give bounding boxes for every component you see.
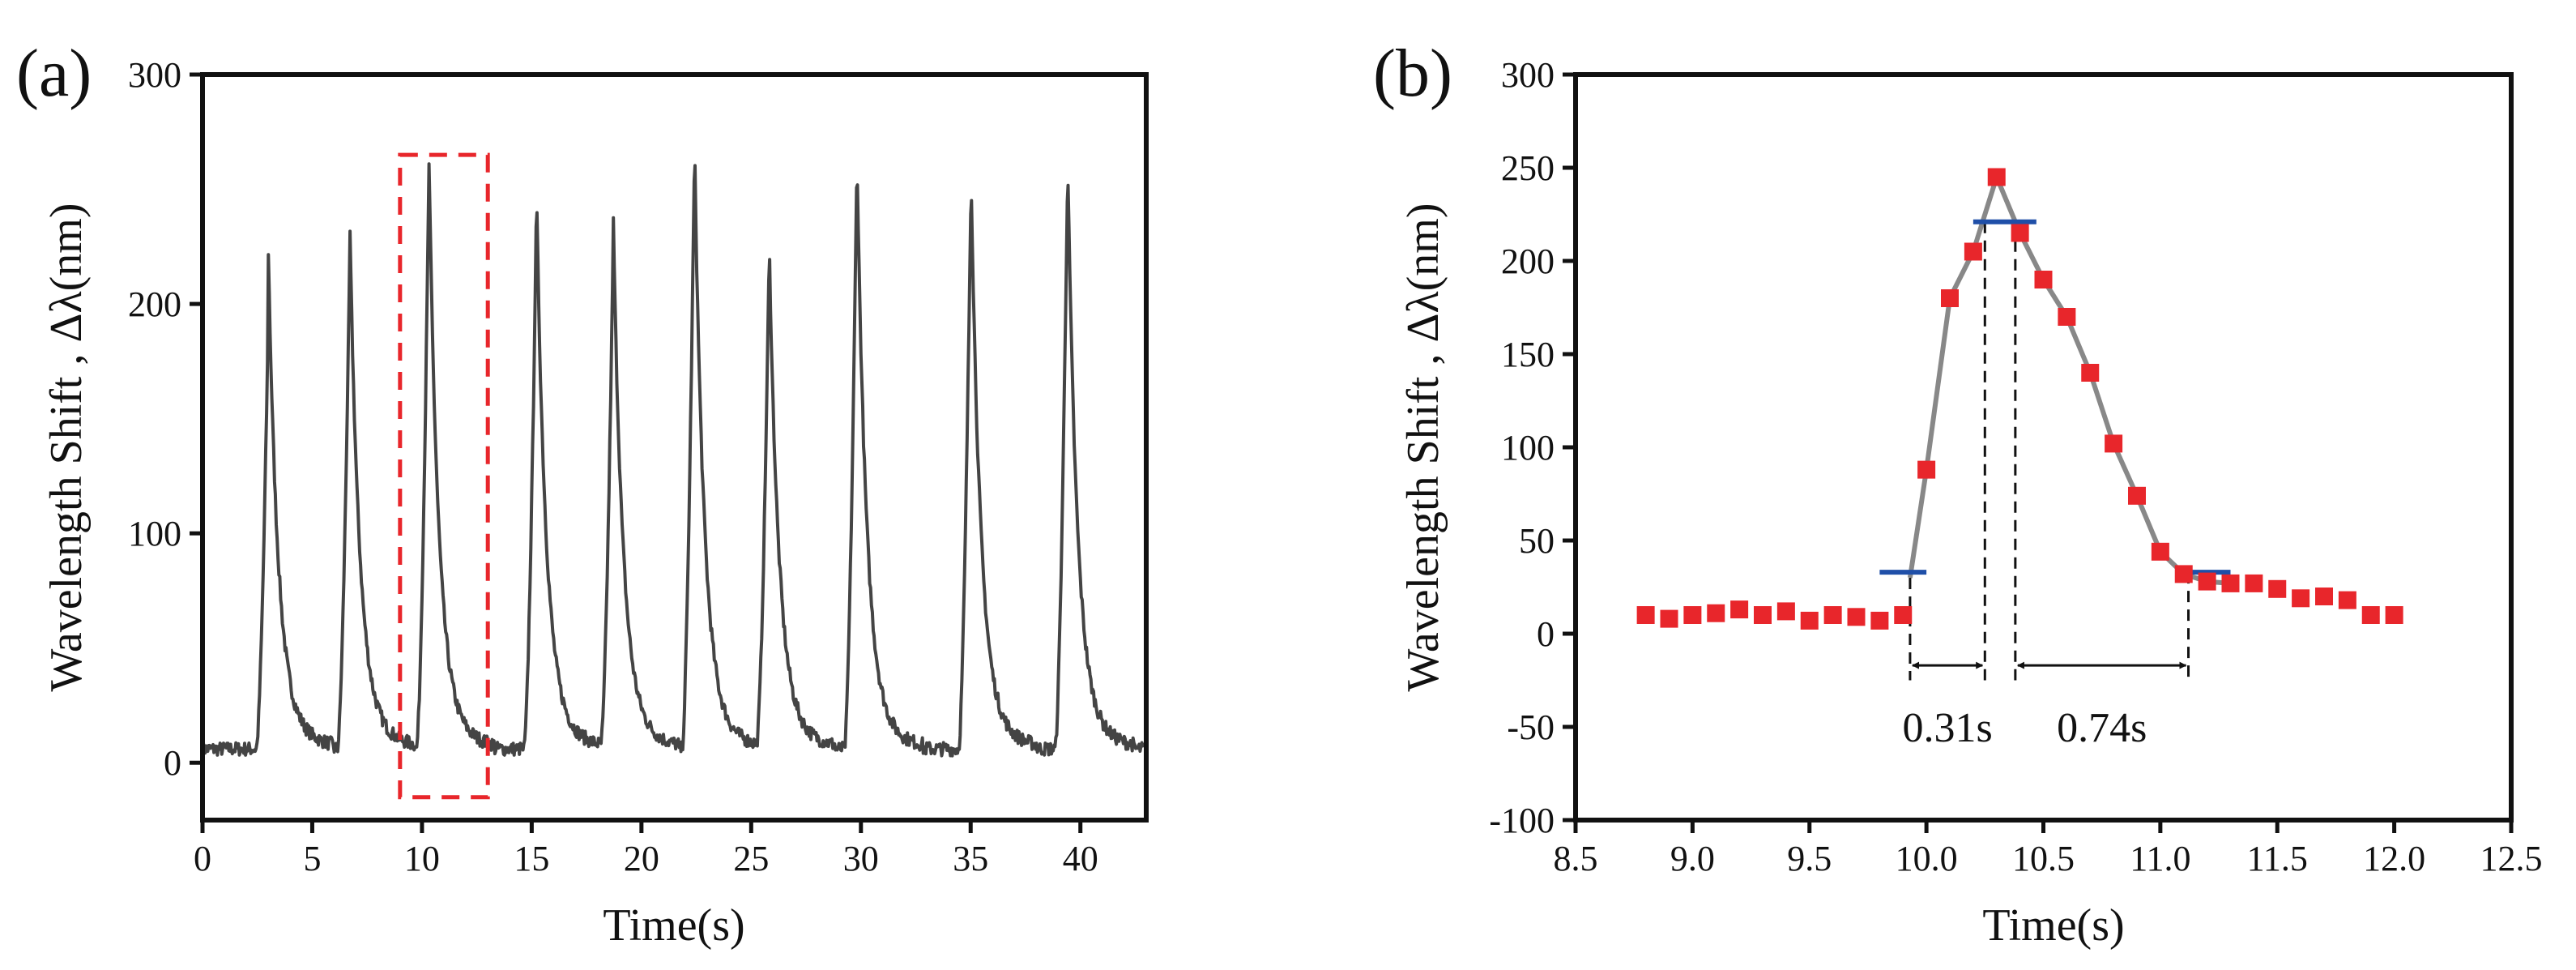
x-tick-label: 35 [953, 839, 988, 878]
panel-b: (b) 8.5 9.0 9.5 10.0 10.5 11.0 11.5 12.0 12.5 -1… [1373, 36, 2543, 951]
x-tick-label: 8.5 [1554, 839, 1598, 878]
x-tick-label: 30 [843, 839, 879, 878]
data-point [2058, 308, 2076, 326]
x-tick-label: 5 [303, 839, 321, 878]
data-point [2034, 271, 2053, 288]
panel-a-x-ticks: 0 5 10 15 20 25 30 35 40 [194, 820, 1098, 878]
data-point [2268, 579, 2287, 598]
data-point [1707, 604, 1725, 622]
data-point [1800, 611, 1819, 630]
data-point [2315, 588, 2333, 605]
y-tick-label: 0 [1537, 614, 1555, 654]
y-tick-label: 200 [1501, 241, 1555, 281]
panel-b-y-ticks: -100 -50 0 50 100 150 200 250 300 [1489, 55, 1576, 840]
data-point [1636, 606, 1655, 624]
panel-b-x-ticks: 8.5 9.0 9.5 10.0 10.5 11.0 11.5 12.0 12.5 [1554, 820, 2543, 878]
x-tick-label: 9.5 [1787, 839, 1832, 878]
data-point [2338, 591, 2356, 609]
data-point [2128, 486, 2146, 505]
data-point [1823, 606, 1842, 624]
panel-a-plot [201, 162, 1148, 758]
x-tick-label: 20 [624, 839, 659, 878]
data-point [2174, 565, 2193, 583]
data-point [2361, 606, 2380, 624]
y-tick-label: 0 [164, 743, 181, 783]
data-point [2221, 574, 2240, 592]
data-point [1683, 606, 1702, 624]
data-point [2245, 574, 2263, 592]
y-tick-label: 100 [1501, 428, 1555, 468]
y-tick-label: 300 [1501, 55, 1555, 95]
panel-a-y-axis-title: Wavelength Shift , Δλ(nm) [41, 203, 92, 692]
panel-b-x-axis-title: Time(s) [1982, 900, 2124, 951]
x-tick-label: 10.0 [1896, 839, 1958, 878]
x-tick-label: 15 [514, 839, 549, 878]
x-tick-label: 9.0 [1670, 839, 1715, 878]
x-tick-label: 0 [194, 839, 211, 878]
y-tick-label: 300 [128, 55, 181, 95]
data-point [1941, 289, 1959, 307]
x-tick-label: 12.5 [2480, 839, 2543, 878]
y-tick-label: 250 [1501, 148, 1555, 188]
x-tick-label: 11.0 [2130, 839, 2190, 878]
y-tick-label: 150 [1501, 335, 1555, 374]
interval-label-rise: 0.31s [1902, 705, 1992, 751]
data-point [1870, 611, 1889, 630]
panel-a-highlight-box [398, 152, 490, 800]
data-point [1754, 606, 1772, 624]
x-tick-label: 10 [404, 839, 440, 878]
data-point [1894, 606, 1913, 624]
y-tick-label: 200 [128, 284, 181, 324]
panel-b-plot [1636, 168, 2403, 681]
y-tick-label: 50 [1519, 521, 1555, 561]
x-tick-label: 11.5 [2247, 839, 2308, 878]
panel-b-frame [1573, 72, 2514, 823]
highlight-box [398, 152, 490, 800]
panel-a-series-line [201, 162, 1148, 758]
panel-a-x-axis-title: Time(s) [603, 900, 744, 951]
x-tick-label: 10.5 [2012, 839, 2075, 878]
x-tick-label: 25 [733, 839, 769, 878]
data-point [2292, 589, 2310, 608]
data-point [1730, 600, 1749, 619]
data-point [1776, 602, 1795, 621]
panel-a-y-ticks: 0 100 200 300 [128, 55, 203, 783]
data-point [1847, 608, 1866, 626]
y-tick-label: -100 [1489, 801, 1555, 840]
data-point [2385, 606, 2403, 624]
x-tick-label: 40 [1063, 839, 1098, 878]
x-tick-label: 12.0 [2363, 839, 2425, 878]
y-tick-label: -50 [1507, 707, 1555, 747]
data-point [1964, 242, 1982, 261]
data-point [2081, 364, 2100, 382]
y-tick-label: 100 [128, 514, 181, 553]
data-point [1660, 609, 1678, 628]
panel-a-frame [200, 72, 1149, 823]
interval-label-fall: 0.74s [2057, 705, 2147, 751]
data-point [2151, 542, 2169, 561]
data-point [2198, 572, 2216, 591]
data-point [1917, 460, 1936, 479]
data-point [2105, 434, 2123, 453]
data-point [2011, 224, 2029, 242]
data-point [1987, 168, 2006, 186]
panel-b-y-axis-title: Wavelength Shift , Δλ(nm) [1398, 203, 1448, 692]
panel-b-label: (b) [1373, 36, 1452, 111]
peak-fit-line [1907, 174, 2231, 586]
panel-a-label: (a) [16, 36, 92, 111]
